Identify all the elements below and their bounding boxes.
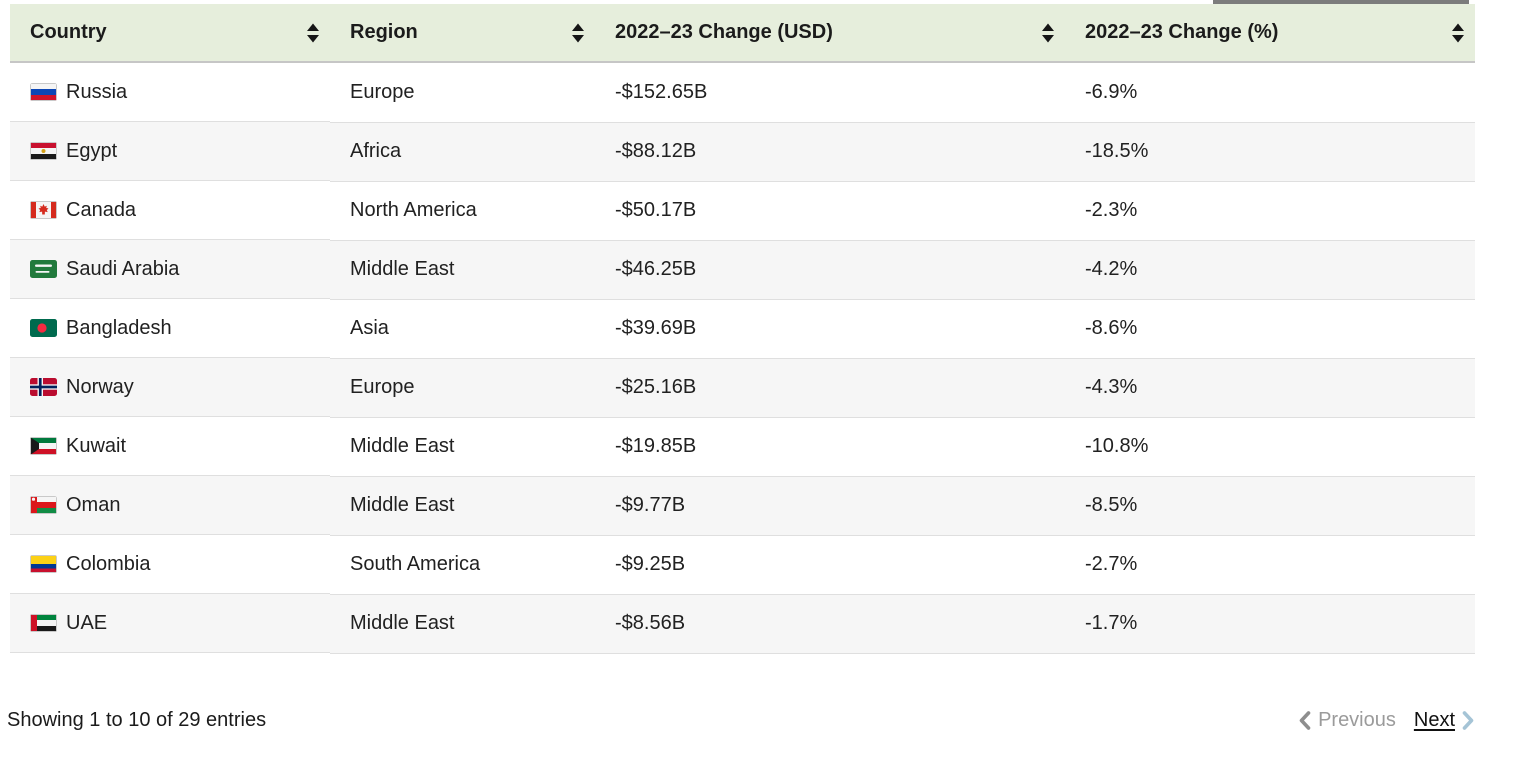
cell-country: Saudi Arabia (10, 240, 330, 299)
cell-region: Europe (330, 358, 595, 418)
cell-change-pct: -8.5% (1065, 476, 1475, 536)
sort-icon (306, 23, 320, 43)
entries-summary: Showing 1 to 10 of 29 entries (7, 708, 267, 731)
cell-change-usd: -$88.12B (595, 122, 1065, 182)
table-row: Canada North America -$50.17B -2.3% (10, 181, 1475, 241)
chevron-left-icon (1298, 710, 1311, 730)
sort-icon (1451, 23, 1465, 43)
column-header-change-pct[interactable]: 2022–23 Change (%) (1065, 4, 1475, 63)
cell-country: Egypt (10, 122, 330, 181)
country-name: Oman (66, 493, 121, 516)
table-row: Colombia South America -$9.25B -2.7% (10, 535, 1475, 595)
country-name: Bangladesh (66, 316, 172, 339)
column-label: 2022–23 Change (USD) (615, 21, 833, 43)
cell-region: Middle East (330, 476, 595, 536)
cell-country: Bangladesh (10, 299, 330, 358)
next-button[interactable]: Next (1414, 709, 1475, 732)
sort-icon (1041, 23, 1055, 43)
flag-egypt-icon (30, 142, 57, 160)
table-row: Oman Middle East -$9.77B -8.5% (10, 476, 1475, 536)
cell-change-pct: -4.2% (1065, 240, 1475, 300)
cell-region: North America (330, 181, 595, 241)
countries-table: Country Region (10, 4, 1475, 654)
country-name: Russia (66, 80, 128, 103)
cell-change-usd: -$152.65B (595, 62, 1065, 123)
country-name: Norway (66, 375, 134, 398)
cell-change-usd: -$8.56B (595, 594, 1065, 654)
cell-change-pct: -10.8% (1065, 417, 1475, 477)
cell-change-usd: -$50.17B (595, 181, 1065, 241)
header-row: Country Region (10, 4, 1475, 63)
flag-saudi-arabia-icon (30, 260, 57, 278)
cell-change-usd: -$9.25B (595, 535, 1065, 595)
flag-colombia-icon (30, 555, 57, 573)
table-container: Country Region (10, 4, 1475, 654)
cell-change-usd: -$39.69B (595, 299, 1065, 359)
cell-change-pct: -6.9% (1065, 62, 1475, 123)
flag-russia-icon (30, 83, 57, 101)
cell-change-usd: -$25.16B (595, 358, 1065, 418)
cell-change-usd: -$9.77B (595, 476, 1065, 536)
column-header-country[interactable]: Country (10, 4, 330, 63)
sort-icon (571, 23, 585, 43)
cell-country: Norway (10, 358, 330, 417)
cell-region: Europe (330, 62, 595, 123)
next-label: Next (1413, 708, 1455, 731)
country-name: Saudi Arabia (66, 257, 180, 280)
country-name: Kuwait (66, 434, 127, 457)
flag-bangladesh-icon (30, 319, 57, 337)
previous-button[interactable]: Previous (1298, 709, 1396, 732)
flag-uae-icon (30, 614, 57, 632)
previous-label: Previous (1318, 708, 1396, 731)
country-name: Canada (66, 198, 137, 221)
column-label: Region (350, 21, 418, 43)
country-name: Colombia (66, 552, 151, 575)
cell-change-pct: -4.3% (1065, 358, 1475, 418)
table-row: Norway Europe -$25.16B -4.3% (10, 358, 1475, 418)
flag-norway-icon (30, 378, 57, 396)
cell-country: UAE (10, 594, 330, 653)
cell-change-pct: -1.7% (1065, 594, 1475, 654)
cell-change-pct: -2.7% (1065, 535, 1475, 595)
table-row: Egypt Africa -$88.12B -18.5% (10, 122, 1475, 182)
cell-country: Colombia (10, 535, 330, 594)
chevron-right-icon (1462, 710, 1475, 730)
country-name: Egypt (66, 139, 118, 162)
cell-change-pct: -2.3% (1065, 181, 1475, 241)
table-row: Russia Europe -$152.65B -6.9% (10, 62, 1475, 123)
table-row: Kuwait Middle East -$19.85B -10.8% (10, 417, 1475, 477)
cell-region: Africa (330, 122, 595, 182)
table-row: Saudi Arabia Middle East -$46.25B -4.2% (10, 240, 1475, 300)
table-row: Bangladesh Asia -$39.69B -8.6% (10, 299, 1475, 359)
cell-country: Canada (10, 181, 330, 240)
cell-region: Middle East (330, 240, 595, 300)
search-input[interactable] (1213, 0, 1469, 4)
cell-country: Kuwait (10, 417, 330, 476)
table-row: UAE Middle East -$8.56B -1.7% (10, 594, 1475, 654)
cell-region: Middle East (330, 594, 595, 654)
cell-country: Oman (10, 476, 330, 535)
cell-change-pct: -8.6% (1065, 299, 1475, 359)
column-label: Country (30, 21, 107, 43)
cell-region: Asia (330, 299, 595, 359)
cell-country: Russia (10, 63, 330, 122)
flag-canada-icon (30, 201, 57, 219)
cell-region: South America (330, 535, 595, 595)
cell-change-usd: -$46.25B (595, 240, 1065, 300)
cell-region: Middle East (330, 417, 595, 477)
cell-change-pct: -18.5% (1065, 122, 1475, 182)
pagination: Previous Next (1298, 709, 1475, 732)
cell-change-usd: -$19.85B (595, 417, 1065, 477)
column-header-region[interactable]: Region (330, 4, 595, 63)
table-footer: Showing 1 to 10 of 29 entries Previous N… (7, 704, 1475, 736)
column-header-change-usd[interactable]: 2022–23 Change (USD) (595, 4, 1065, 63)
flag-kuwait-icon (30, 437, 57, 455)
flag-oman-icon (30, 496, 57, 514)
column-label: 2022–23 Change (%) (1085, 21, 1279, 43)
country-name: UAE (66, 611, 108, 634)
